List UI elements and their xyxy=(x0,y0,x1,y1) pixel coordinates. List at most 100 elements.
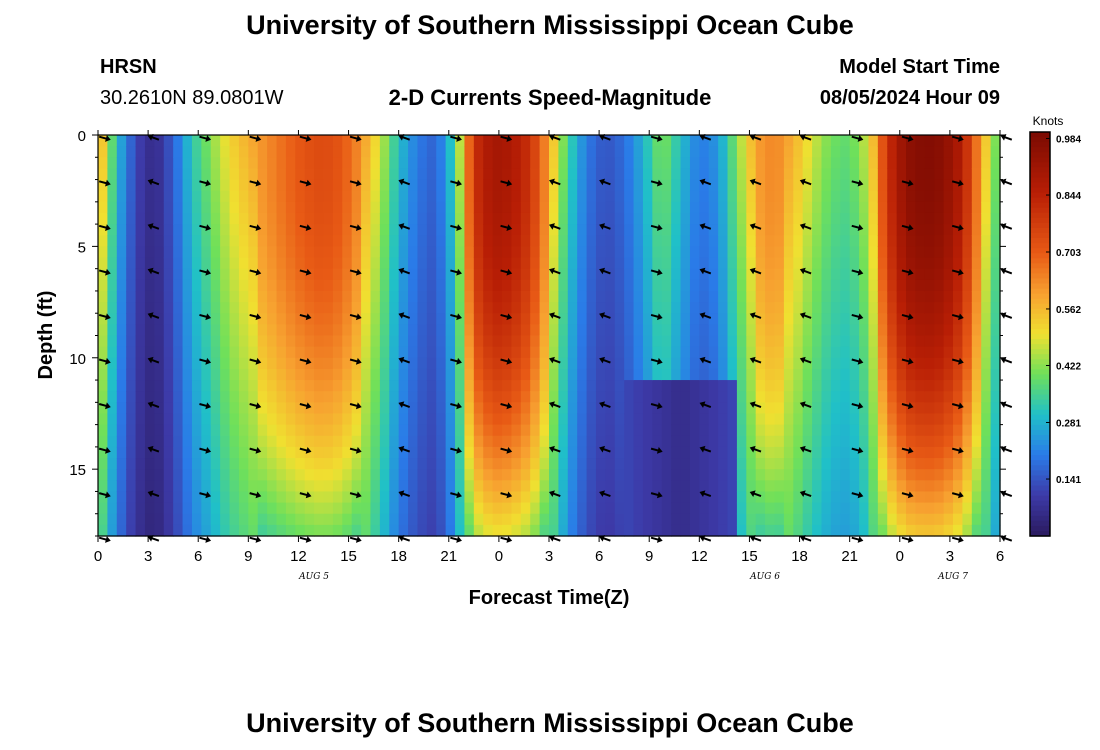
heatmap-cell xyxy=(492,201,503,214)
heatmap-cell xyxy=(276,502,287,515)
heatmap-cell xyxy=(492,235,503,247)
heatmap-cell xyxy=(379,446,390,459)
heatmap-cell xyxy=(868,380,879,392)
colorbar-tick-label: 0.141 xyxy=(1056,475,1081,486)
heatmap-cell xyxy=(98,446,108,459)
heatmap-cell xyxy=(671,157,682,170)
heatmap-cell xyxy=(116,502,127,515)
heatmap-cell xyxy=(859,302,870,314)
heatmap-cell xyxy=(154,135,165,147)
heatmap-cell xyxy=(549,224,559,236)
heatmap-cell xyxy=(520,357,531,370)
heatmap-cell xyxy=(924,279,935,292)
heatmap-cell xyxy=(417,190,428,203)
heatmap-cell xyxy=(445,524,456,537)
heatmap-cell xyxy=(877,391,888,403)
heatmap-cell xyxy=(408,335,419,348)
heatmap-cell xyxy=(248,212,259,225)
heatmap-cell xyxy=(971,313,982,325)
heatmap-cell xyxy=(464,135,475,147)
heatmap-cell xyxy=(173,391,184,403)
heatmap-cell xyxy=(445,257,456,270)
arrow-head xyxy=(255,357,262,365)
heatmap-cell xyxy=(793,357,804,370)
heatmap-cell xyxy=(652,502,663,515)
heatmap-cell xyxy=(389,391,400,403)
arrow-head xyxy=(456,357,462,365)
heatmap-cell xyxy=(755,246,766,259)
arrow-head xyxy=(799,223,806,230)
heatmap-cell xyxy=(520,190,531,203)
heatmap-cell xyxy=(342,179,353,192)
heatmap-cell xyxy=(934,268,945,281)
heatmap-cell xyxy=(191,179,202,192)
heatmap-cell xyxy=(962,391,973,403)
heatmap-cell xyxy=(229,157,240,170)
heatmap-cell xyxy=(671,302,682,314)
heatmap-cell xyxy=(549,469,559,481)
heatmap-cell xyxy=(163,424,174,437)
heatmap-cell xyxy=(971,524,982,537)
heatmap-cell xyxy=(238,146,249,158)
heatmap-cell xyxy=(520,157,531,170)
heatmap-cell xyxy=(943,446,954,459)
heatmap-cell xyxy=(624,391,635,403)
heatmap-cell xyxy=(154,368,165,381)
heatmap-cell xyxy=(398,380,409,392)
heatmap-cell xyxy=(840,346,851,359)
heatmap-cell xyxy=(924,458,935,470)
heatmap-cell xyxy=(426,135,437,147)
heatmap-cell xyxy=(98,346,108,359)
heatmap-cell xyxy=(605,368,616,381)
heatmap-cell xyxy=(595,368,606,381)
heatmap-cell xyxy=(332,157,343,170)
heatmap-cell xyxy=(577,290,588,303)
heatmap-cell xyxy=(943,157,954,170)
current-arrow xyxy=(249,402,262,410)
heatmap-cell xyxy=(520,380,531,392)
heatmap-cell xyxy=(840,279,851,292)
heatmap-cell xyxy=(502,168,513,181)
heatmap-cell xyxy=(830,424,841,437)
heatmap-cell xyxy=(295,480,306,493)
heatmap-cell xyxy=(577,168,588,181)
heatmap-cell xyxy=(295,246,306,259)
heatmap-cell xyxy=(605,257,616,270)
heatmap-cell xyxy=(877,435,888,448)
heatmap-cell xyxy=(135,380,146,392)
heatmap-cell xyxy=(736,324,747,337)
colorbar-segment xyxy=(1030,404,1050,411)
heatmap-cell xyxy=(379,201,390,214)
heatmap-cell xyxy=(830,458,841,470)
heatmap-cell xyxy=(577,279,588,292)
arrow-head xyxy=(398,401,405,408)
heatmap-cell xyxy=(116,513,127,526)
heatmap-cell xyxy=(981,502,992,515)
heatmap-cell xyxy=(736,224,747,236)
heatmap-cell xyxy=(774,168,785,181)
heatmap-cell xyxy=(238,513,249,526)
heatmap-cell xyxy=(126,380,137,392)
heatmap-cell xyxy=(567,335,578,348)
heatmap-cell xyxy=(774,480,785,493)
heatmap-cell xyxy=(182,469,193,481)
heatmap-cell xyxy=(934,368,945,381)
heatmap-cell xyxy=(727,357,738,370)
heatmap-cell xyxy=(821,446,832,459)
heatmap-cell xyxy=(220,524,231,537)
heatmap-cell xyxy=(304,257,315,270)
heatmap-cell xyxy=(577,335,588,348)
heatmap-cell xyxy=(276,313,287,325)
heatmap-cell xyxy=(755,435,766,448)
heatmap-cell xyxy=(285,257,296,270)
colorbar-segment xyxy=(1030,495,1050,502)
heatmap-cell xyxy=(614,279,625,292)
heatmap-cell xyxy=(483,446,494,459)
heatmap-cell xyxy=(483,135,494,147)
heatmap-cell xyxy=(116,212,127,225)
heatmap-cell xyxy=(990,212,1001,225)
current-arrow xyxy=(549,445,561,453)
heatmap-cell xyxy=(774,469,785,481)
heatmap-cell xyxy=(191,502,202,515)
x-tick-label: 3 xyxy=(144,548,152,565)
